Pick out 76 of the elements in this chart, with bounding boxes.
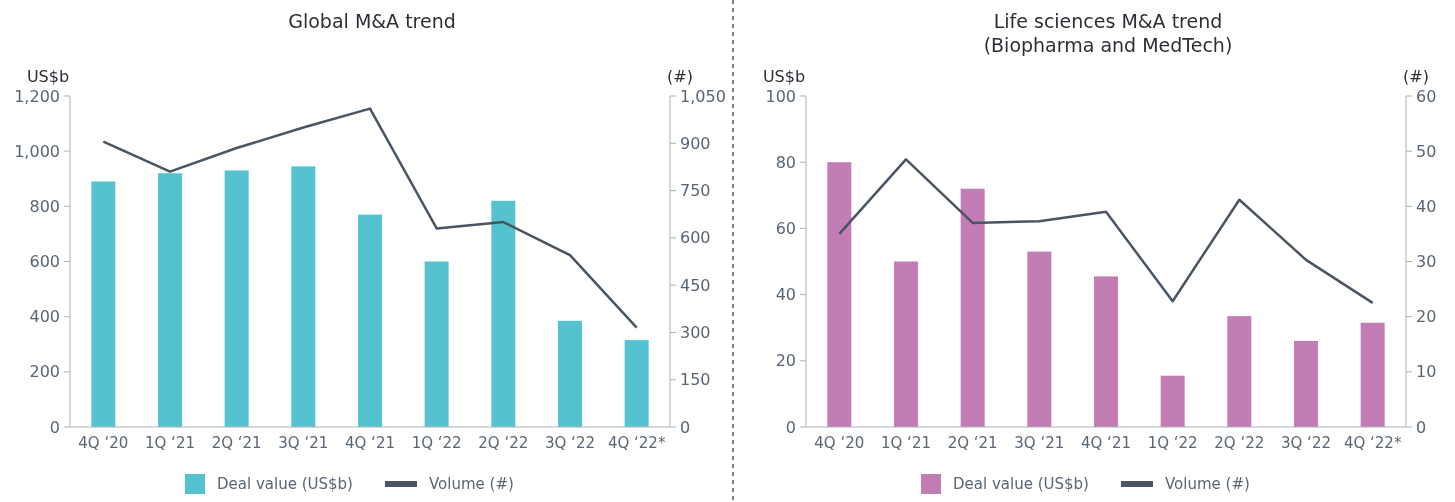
x-tick-label: 4Q ‘20 xyxy=(814,434,865,452)
bar xyxy=(960,188,985,427)
y-tick-label: 40 xyxy=(775,285,796,305)
bar xyxy=(894,261,918,427)
bar xyxy=(224,170,249,427)
legend-label: Deal value (US$b) xyxy=(217,475,353,494)
y2-tick-label: 150 xyxy=(680,370,711,390)
y-tick-label: 0 xyxy=(49,417,60,437)
x-tick-label: 3Q ‘22 xyxy=(1281,434,1331,452)
x-tick-label: 1Q ‘22 xyxy=(411,434,462,452)
y2-tick-label: 10 xyxy=(1416,362,1437,382)
y2-tick-label: 900 xyxy=(680,133,711,153)
x-tick-label: 1Q ‘22 xyxy=(1147,434,1198,452)
y-tick-label: 1,200 xyxy=(14,86,60,106)
y-tick-label: 20 xyxy=(775,351,796,371)
bar xyxy=(1360,322,1385,427)
y-tick-label: 1,000 xyxy=(14,141,60,161)
y2-tick-label: 300 xyxy=(680,323,711,343)
y2-tick-label: 1,050 xyxy=(680,86,726,106)
legend-label: Volume (#) xyxy=(429,475,514,494)
x-tick-label: 4Q ‘20 xyxy=(78,434,129,452)
x-tick-label: 2Q ‘22 xyxy=(478,434,529,452)
x-tick-label: 3Q ‘21 xyxy=(278,434,329,452)
bar xyxy=(1294,340,1318,427)
x-tick-label: 1Q ‘21 xyxy=(145,434,195,452)
y-axis-title: US$b xyxy=(762,67,806,86)
x-tick-label: 4Q ‘21 xyxy=(345,434,395,452)
x-tick-label: 1Q ‘21 xyxy=(881,434,931,452)
bar xyxy=(424,261,449,427)
bar xyxy=(1227,316,1252,427)
y2-tick-label: 50 xyxy=(1416,141,1437,161)
y2-tick-label: 0 xyxy=(1416,417,1427,437)
y2-tick-label: 30 xyxy=(1416,252,1437,272)
line-series xyxy=(838,158,1374,305)
x-tick-label: 2Q ‘21 xyxy=(947,434,998,452)
y-tick-label: 100 xyxy=(765,86,796,106)
bar xyxy=(491,200,516,427)
bar xyxy=(624,340,649,427)
legend-label: Deal value (US$b) xyxy=(953,475,1089,494)
y-tick-label: 800 xyxy=(29,196,60,216)
legend-label: Volume (#) xyxy=(1165,475,1250,494)
y2-tick-label: 20 xyxy=(1416,307,1437,327)
chart-title: Global M&A trend xyxy=(288,10,456,32)
bar xyxy=(1160,375,1185,427)
y-tick-label: 60 xyxy=(775,219,796,238)
x-tick-label: 2Q ‘21 xyxy=(211,434,262,452)
chart-title: Life sciences M&A trend (Biopharma and MedTech) xyxy=(983,10,1233,56)
x-tick-label: 2Q ‘22 xyxy=(1214,434,1265,452)
bar xyxy=(1027,251,1052,427)
bar xyxy=(158,173,182,427)
x-tick-label: 3Q ‘22 xyxy=(545,434,595,452)
y2-tick-label: 750 xyxy=(680,181,711,201)
y2-tick-label: 600 xyxy=(680,228,711,248)
y-tick-label: 200 xyxy=(29,362,60,382)
y-tick-label: 80 xyxy=(775,152,796,172)
bar xyxy=(1094,276,1118,427)
bar xyxy=(558,320,582,427)
y-tick-label: 600 xyxy=(29,252,60,272)
y-axis-title: US$b xyxy=(26,67,70,86)
y2-axis-title: (#) xyxy=(667,67,693,86)
bar xyxy=(358,214,382,427)
bar xyxy=(827,162,852,427)
y-tick-label: 0 xyxy=(785,417,796,437)
y2-tick-label: 40 xyxy=(1416,196,1437,216)
x-tick-label: 4Q ‘21 xyxy=(1081,434,1131,452)
y-tick-label: 400 xyxy=(29,307,60,327)
y2-tick-label: 0 xyxy=(680,417,691,437)
bar xyxy=(291,166,316,427)
x-tick-label: 4Q ‘22* xyxy=(607,434,666,452)
x-tick-label: 3Q ‘21 xyxy=(1014,434,1065,452)
bar xyxy=(91,181,116,427)
x-tick-label: 4Q ‘22* xyxy=(1343,434,1402,452)
line-series xyxy=(102,107,638,329)
y2-axis-title: (#) xyxy=(1403,67,1429,86)
y2-tick-label: 60 xyxy=(1416,86,1437,106)
y2-tick-label: 450 xyxy=(680,275,711,295)
